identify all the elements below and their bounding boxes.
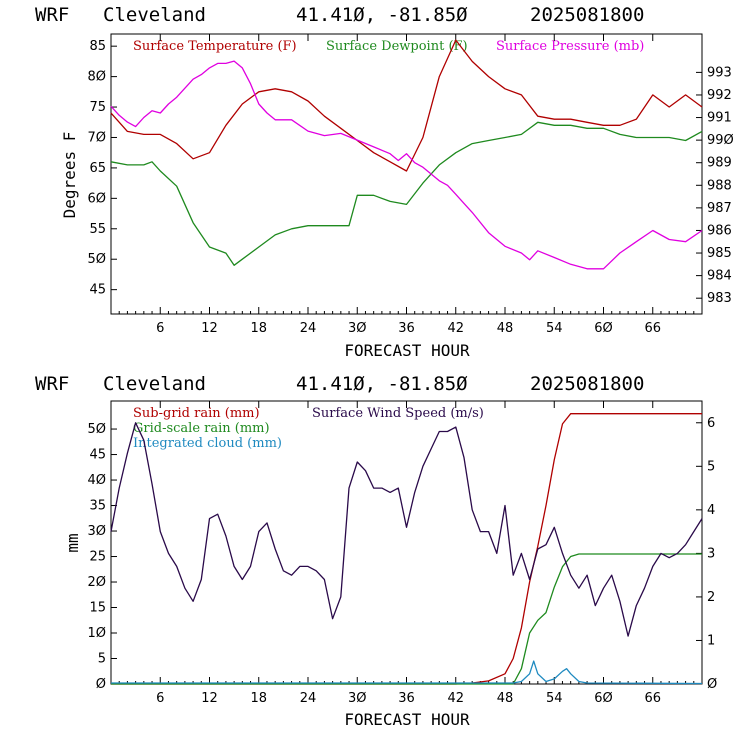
y-right-tick-label: 988: [707, 178, 732, 193]
header-coords: 41.41Ø, -81.85Ø: [296, 4, 468, 26]
legend-dewpoint: Surface Dewpoint (F): [326, 39, 468, 54]
y-left-tick-label: 5: [98, 652, 106, 667]
x-tick-label: 36: [398, 321, 415, 336]
y-left-tick-label: 5Ø: [87, 422, 106, 437]
y-left-tick-label: 6Ø: [87, 191, 106, 206]
legend-integrated-cloud: Integrated cloud (mm): [133, 436, 282, 451]
y-left-tick-label: 65: [89, 161, 106, 176]
integrated-cloud-line: [111, 660, 703, 685]
x-tick-label: 18: [250, 321, 267, 336]
x-tick-label: 24: [300, 691, 317, 706]
y-left-tick-label: 7Ø: [87, 130, 106, 145]
x-tick-label: 66: [644, 321, 661, 336]
x-tick-label: 6Ø: [594, 321, 613, 336]
y-left-tick-label: 75: [89, 100, 106, 115]
x-tick-label: 3Ø: [348, 321, 367, 336]
surface-pressure-line: [110, 60, 703, 270]
x-tick-label: 12: [201, 321, 218, 336]
y-right-tick-label: 4: [707, 503, 715, 518]
header-coords: 41.41Ø, -81.85Ø: [296, 373, 468, 395]
y-left-tick-label: 4Ø: [87, 473, 106, 488]
surface-wind-speed-line: [110, 422, 703, 637]
x-tick-label: 66: [644, 691, 661, 706]
y-right-tick-label: 1: [707, 633, 715, 648]
precipitation-panel: WRF Cleveland 41.41Ø, -81.85Ø 2025081800…: [35, 373, 703, 729]
x-axis-label: FORECAST HOUR: [344, 341, 470, 360]
y-axis-label: mm: [63, 533, 82, 552]
x-tick-label: 6Ø: [594, 691, 613, 706]
x-tick-label: 24: [300, 321, 317, 336]
y-left-tick-label: 8Ø: [87, 70, 106, 85]
y-right-tick-label: 5: [707, 459, 715, 474]
y-right-tick-label: 983: [707, 291, 732, 306]
x-axis-label: FORECAST HOUR: [344, 710, 470, 729]
y-right-tick-label: 987: [707, 201, 732, 216]
legend-subgrid-rain: Sub-grid rain (mm): [133, 406, 260, 421]
x-tick-label: 42: [447, 321, 464, 336]
x-tick-label: 3Ø: [348, 691, 367, 706]
x-tick-label: 6: [156, 691, 164, 706]
y-left-tick-label: 45: [89, 283, 106, 298]
y-left-tick-label: 3Ø: [87, 524, 106, 539]
y-right-tick-label: 992: [707, 88, 732, 103]
y-right-tick-label: 986: [707, 223, 732, 238]
y-right-tick-label: Ø: [707, 677, 717, 692]
x-tick-label: 6: [156, 321, 164, 336]
surface-dewpoint-line: [110, 121, 703, 266]
y-right-tick-label: 3: [707, 546, 715, 561]
y-left-tick-label: 5Ø: [87, 252, 106, 267]
y-right-tick-label: 993: [707, 65, 732, 80]
y-left-tick-label: 55: [89, 222, 106, 237]
sub-grid-rain-line: [111, 413, 702, 685]
header-model: WRF: [35, 373, 69, 395]
y-left-tick-label: 25: [89, 550, 106, 565]
header-model: WRF: [35, 4, 69, 26]
legend-gridscale-rain: Grid-scale rain (mm): [133, 421, 270, 436]
y-right-tick-label: 989: [707, 156, 732, 171]
y-right-tick-label: 6: [707, 416, 715, 431]
x-tick-label: 42: [447, 691, 464, 706]
temperature-panel: WRF Cleveland 41.41Ø, -81.85Ø 2025081800…: [35, 4, 703, 360]
x-tick-label: 12: [201, 691, 218, 706]
y-left-tick-label: 35: [89, 499, 106, 514]
y-right-tick-label: 991: [707, 111, 732, 126]
y-left-tick-label: 15: [89, 601, 106, 616]
x-tick-label: 36: [398, 691, 415, 706]
y-right-tick-label: 984: [707, 269, 732, 284]
header-city: Cleveland: [103, 4, 206, 26]
header-run: 2025081800: [530, 4, 644, 26]
y-left-tick-label: 2Ø: [87, 575, 106, 590]
y-right-tick-label: 99Ø: [707, 133, 734, 148]
y-right-tick-label: 2: [707, 590, 715, 605]
y-left-tick-label: 85: [89, 39, 106, 54]
y-left-tick-label: 45: [89, 448, 106, 463]
x-tick-label: 54: [546, 321, 563, 336]
surface-temperature-line: [110, 39, 703, 172]
grid-scale-rain-line: [111, 553, 702, 685]
header-run: 2025081800: [530, 373, 644, 395]
y-left-tick-label: 1Ø: [87, 626, 106, 641]
x-tick-label: 54: [546, 691, 563, 706]
y-left-tick-label: Ø: [96, 677, 106, 692]
x-tick-label: 48: [497, 691, 514, 706]
chart-marks: 6 12 18 24 3Ø 36 42 48 54 6Ø 66455Ø556Ø657Ø758Ø859…: [87, 34, 734, 706]
x-tick-label: 18: [250, 691, 267, 706]
legend-temperature: Surface Temperature (F): [133, 39, 297, 54]
x-tick-label: 48: [497, 321, 514, 336]
legend-wind-speed: Surface Wind Speed (m/s): [312, 406, 484, 421]
legend-pressure: Surface Pressure (mb): [496, 39, 644, 54]
y-axis-label: Degrees F: [60, 132, 79, 219]
y-right-tick-label: 985: [707, 246, 732, 261]
header-city: Cleveland: [103, 373, 206, 395]
